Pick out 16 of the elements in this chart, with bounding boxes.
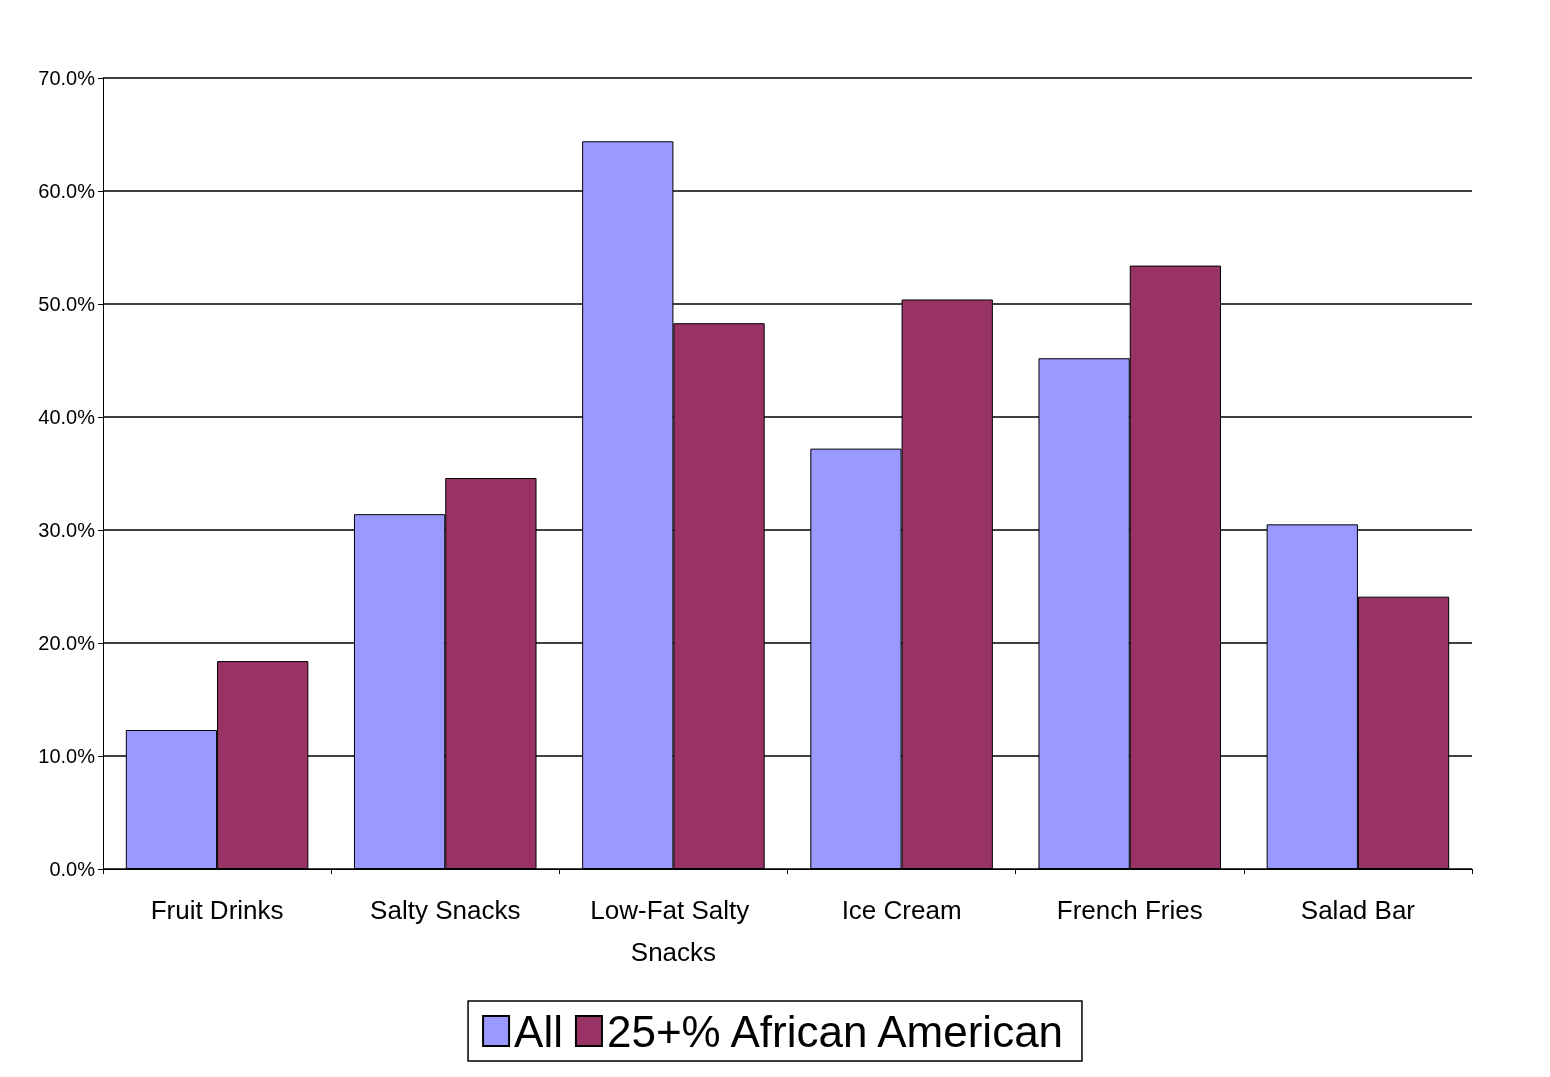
x-tick-label: French Fries [1056,895,1203,925]
x-tick-label: Ice Cream [841,895,962,925]
legend-label: All [514,1006,563,1056]
y-tick-label: 60.0% [38,180,96,202]
y-tick-label: 40.0% [38,406,96,428]
x-tick-label: Low-Fat Salty Snacks [590,895,757,967]
y-tick-label: 0.0% [49,858,96,880]
x-tick-label: Salad Bar [1300,895,1416,925]
y-tick-label: 50.0% [38,293,96,315]
y-tick-label: 20.0% [38,632,96,654]
y-tick-label: 10.0% [38,745,96,767]
legend-label: 25+% African American [606,1006,1064,1056]
y-tick-label: 30.0% [38,519,96,541]
x-tick-label: Fruit Drinks [150,895,284,925]
y-tick-label: 70.0% [38,67,96,89]
x-tick-label: Salty Snacks [370,895,521,925]
